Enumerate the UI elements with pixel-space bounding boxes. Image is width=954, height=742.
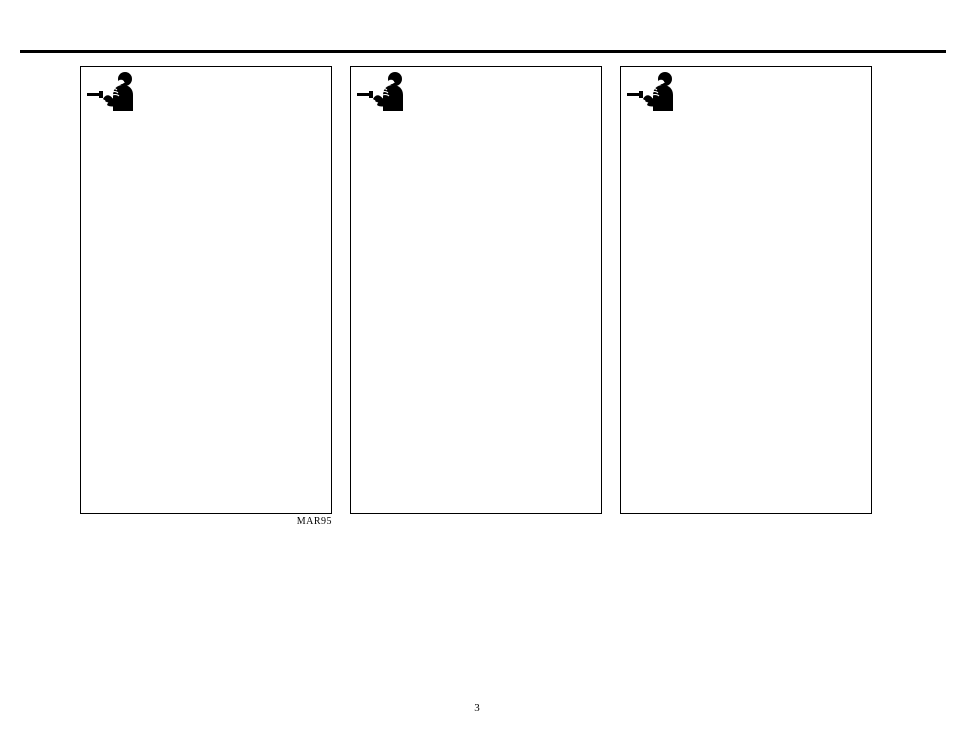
- warning-panel-1: [80, 66, 332, 514]
- top-margin: [0, 0, 954, 50]
- panel-row: [80, 66, 872, 514]
- warning-panel-2: [350, 66, 602, 514]
- fumes-warning-icon: [627, 71, 681, 111]
- manual-page: MAR95 3: [0, 0, 954, 742]
- fumes-warning-icon: [87, 71, 141, 111]
- header-rule: [20, 50, 946, 53]
- warning-panel-3: [620, 66, 872, 514]
- page-number: 3: [0, 702, 954, 714]
- fumes-warning-icon: [357, 71, 411, 111]
- date-code: MAR95: [80, 516, 332, 527]
